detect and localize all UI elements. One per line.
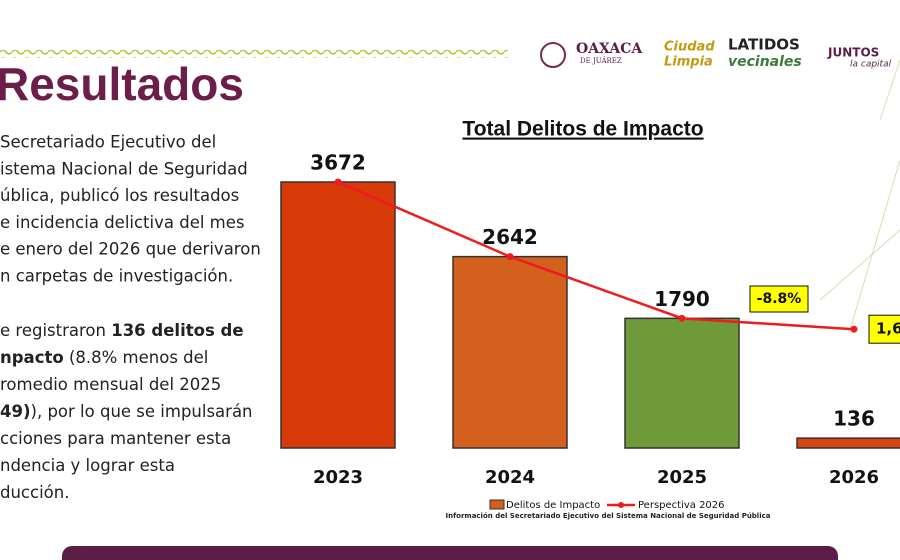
text-run: ducción. xyxy=(0,483,69,502)
text-run: romedio mensual del 2025 xyxy=(0,375,221,394)
logo-text: DE JUÁREZ xyxy=(580,56,622,65)
body-text: e enero del 2026 que derivaron xyxy=(0,240,261,259)
logo-text: OAXACA xyxy=(576,41,643,57)
body-text: ública, publicó los resultados xyxy=(0,186,239,205)
logo-text: JUNTOS xyxy=(827,46,879,60)
annotation: -8.8% xyxy=(757,291,802,307)
legend-swatch xyxy=(618,502,624,508)
bar xyxy=(452,255,568,449)
x-tick-label: 2023 xyxy=(313,467,363,488)
x-tick-label: 2026 xyxy=(829,467,879,488)
legend-label: Perspectiva 2026 xyxy=(638,500,725,511)
bar xyxy=(624,317,740,449)
decor-lines xyxy=(819,59,900,331)
line-point xyxy=(850,325,858,333)
logo-text: LATIDOS xyxy=(728,36,800,54)
footer-bar xyxy=(62,546,838,560)
source-note: Información del Secretariado Ejecutivo d… xyxy=(446,512,771,520)
line-point xyxy=(334,178,342,186)
data-label: 136 xyxy=(833,407,875,431)
legend-label: Delitos de Impacto xyxy=(506,500,600,511)
body-text: ducción. xyxy=(0,483,69,502)
logo xyxy=(540,42,566,68)
logo-text: Limpia xyxy=(664,55,713,70)
logo-text: Ciudad xyxy=(664,40,715,55)
label-box xyxy=(868,314,900,344)
decor-band xyxy=(0,50,508,58)
slide-title: Resultados xyxy=(0,58,244,110)
text-run: e registraron xyxy=(0,321,111,340)
x-tick-label: 2024 xyxy=(485,467,535,488)
text-run: ndencia y lograr esta xyxy=(0,456,175,475)
chart-title: Total Delitos de Impacto xyxy=(462,118,703,141)
logo-text: la capital xyxy=(850,60,892,70)
data-label: 2642 xyxy=(482,225,538,249)
logo-text: vecinales xyxy=(728,54,802,70)
data-label: 1790 xyxy=(654,287,710,311)
annotation-box xyxy=(749,285,809,313)
text-run: 49) xyxy=(0,402,31,421)
body-text: romedio mensual del 2025 xyxy=(0,375,221,394)
legend-swatch xyxy=(489,499,505,510)
body-text: istema Nacional de Seguridad xyxy=(0,159,248,178)
bar xyxy=(796,437,900,449)
body-text: cciones para mantener esta xyxy=(0,429,231,448)
body-text: 49)), por lo que se impulsarán xyxy=(0,402,253,421)
body-text: Secretariado Ejecutivo del xyxy=(0,133,216,152)
text-run: 136 delitos de xyxy=(111,321,243,340)
line-point xyxy=(506,253,514,261)
text-run: npacto xyxy=(0,348,64,367)
bar xyxy=(280,181,396,449)
text-run: (8.8% menos del xyxy=(64,348,209,367)
body-text: e registraron 136 delitos de xyxy=(0,321,244,340)
body-text: n carpetas de investigación. xyxy=(0,267,233,286)
data-label: 3672 xyxy=(310,151,366,175)
body-text: e incidencia delictiva del mes xyxy=(0,213,245,232)
data-label: 1,6 xyxy=(876,320,900,338)
text-run: cciones para mantener esta xyxy=(0,429,231,448)
body-text: npacto (8.8% menos del xyxy=(0,348,208,367)
x-tick-label: 2025 xyxy=(657,467,707,488)
body-text: ndencia y lograr esta xyxy=(0,456,175,475)
line xyxy=(337,180,855,331)
line-point xyxy=(678,314,686,322)
text-run: ), por lo que se impulsarán xyxy=(31,402,253,421)
